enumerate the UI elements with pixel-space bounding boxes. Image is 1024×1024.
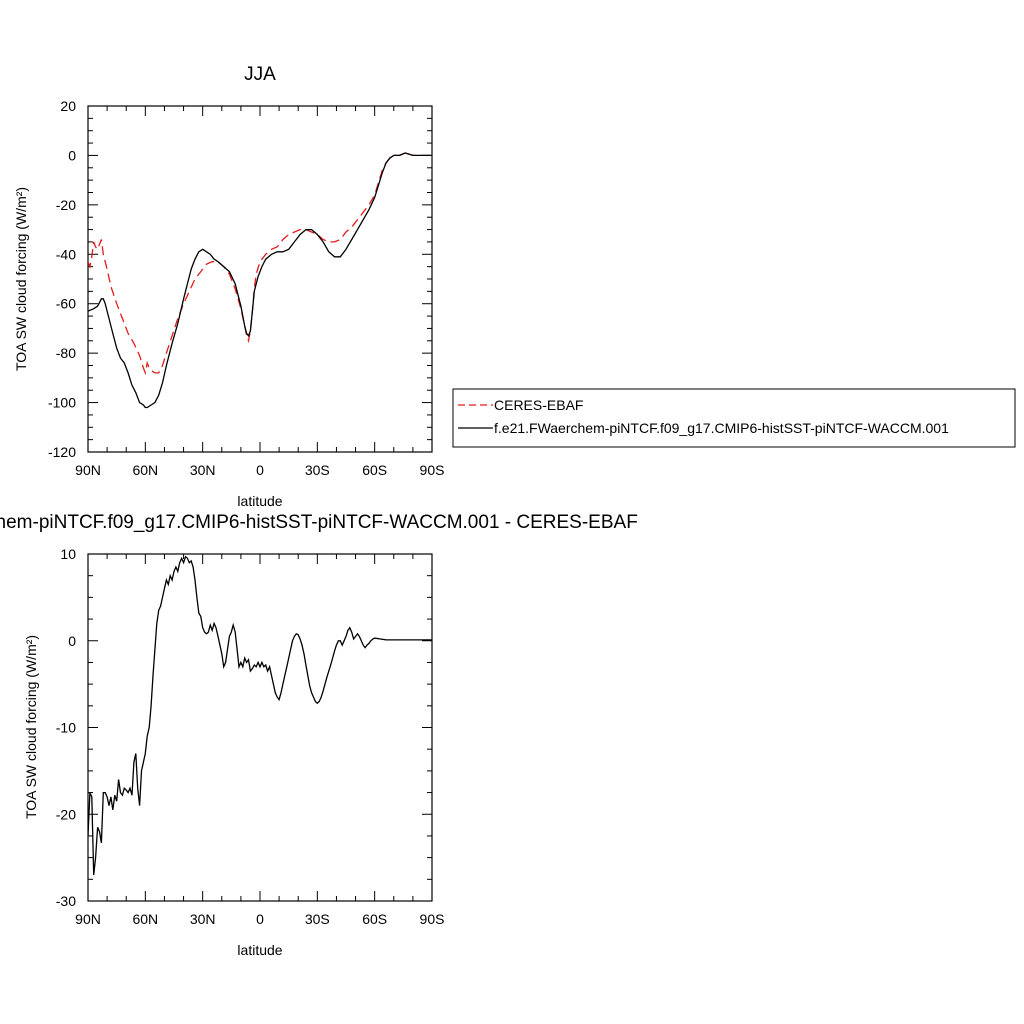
y-tick-label: 10 [60,546,76,562]
chart-title: JJA [244,64,276,85]
x-tick-label: 90S [420,462,445,478]
legend-box [452,388,1016,448]
x-tick-label: 90N [75,911,101,927]
y-tick-label: 0 [68,633,76,649]
legend-label: f.e21.FWaerchem-piNTCF.f09_g17.CMIP6-his… [494,420,949,436]
legend-label: CERES-EBAF [494,397,583,413]
y-axis-label: TOA SW cloud forcing (W/m²) [23,635,39,819]
legend: CERES-EBAF f.e21.FWaerchem-piNTCF.f09_g17… [452,388,1016,448]
y-tick-label: -30 [56,893,76,909]
x-axis-label: latitude [237,942,282,958]
plot-frame [87,105,433,453]
plot-frame [87,553,433,902]
y-tick-label: -80 [56,345,76,361]
series-line-2 [88,152,432,409]
y-axis-label: TOA SW cloud forcing (W/m²) [13,187,29,371]
y-tick-label: -20 [56,806,76,822]
x-axis-label: latitude [237,493,282,509]
x-tick-label: 30S [305,462,330,478]
y-tick-label: -20 [56,197,76,213]
series-line-1 [88,555,432,876]
chart-panel-2: f.e21.FWaerchem-piNTCF.f09_g17.CMIP6-his… [0,512,638,958]
x-tick-label: 90S [420,911,445,927]
y-tick-label: -120 [48,444,76,460]
x-tick-label: 60N [132,462,158,478]
x-tick-label: 0 [256,911,264,927]
y-tick-label: -60 [56,296,76,312]
x-tick-label: 90N [75,462,101,478]
y-tick-label: -100 [48,395,76,411]
x-tick-label: 30N [190,462,216,478]
series-line-1 [88,152,432,376]
x-tick-label: 0 [256,462,264,478]
x-tick-label: 60S [362,911,387,927]
x-tick-label: 60S [362,462,387,478]
y-tick-label: 20 [60,98,76,114]
x-tick-label: 30S [305,911,330,927]
y-tick-label: -40 [56,246,76,262]
x-tick-label: 60N [132,911,158,927]
y-tick-label: 0 [68,147,76,163]
chart-title: f.e21.FWaerchem-piNTCF.f09_g17.CMIP6-his… [0,512,638,533]
x-tick-label: 30N [190,911,216,927]
y-tick-label: -10 [56,720,76,736]
chart-panel-1: JJA 20 0 -20 -40 -60 -80 -100 -120 90N 60N 30N 0 30S 6… [13,64,1016,509]
